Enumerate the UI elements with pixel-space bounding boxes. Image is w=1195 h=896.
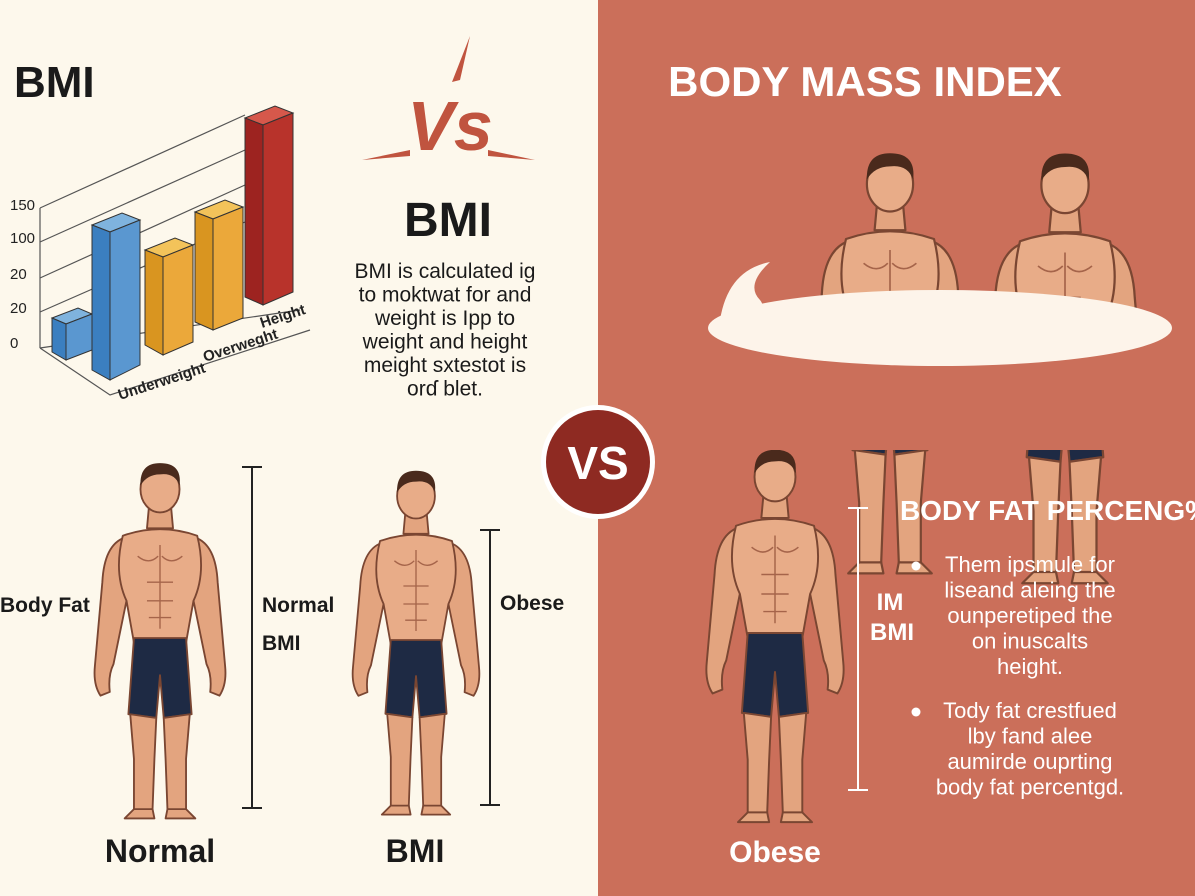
vs-top: Vs (407, 87, 493, 165)
section-title: BODY FAT PERCENG% (900, 495, 1195, 526)
left-panel (0, 0, 598, 896)
bracket-right (848, 507, 868, 791)
y-tick-label: 0 (10, 335, 18, 352)
bullet-line: liseand aleing the (944, 578, 1115, 603)
bullet-line: aumirde ouprting (947, 749, 1112, 774)
brackets (242, 466, 500, 809)
bullet-line: lby fand alee (968, 724, 1093, 749)
y-tick-label: 150 (10, 197, 35, 214)
bullet-dot (911, 561, 921, 571)
figure-label: BMI (870, 619, 914, 646)
bullet-line: on inuscalts (972, 629, 1088, 654)
y-tick-label: 20 (10, 300, 27, 317)
figure-label: Normal (262, 594, 334, 617)
paragraph-line: BMI is calculated ig (355, 260, 536, 283)
chart-bars (50, 105, 295, 381)
wave (720, 262, 770, 325)
bullet-line: height. (997, 654, 1063, 679)
figure-caption: Obese (729, 836, 821, 869)
figure-label: Obese (500, 592, 564, 615)
paragraph-line: weight is Ipp to (374, 307, 515, 330)
bullet-line: Them ipsmule for (945, 552, 1115, 577)
figure-caption: Normal (105, 833, 215, 869)
paragraph-line: to moktwat for and (359, 284, 532, 307)
figure-caption: BMI (386, 833, 445, 869)
bullet-line: body fat percentgd. (936, 775, 1124, 800)
right-title: BODY MASS INDEX (668, 58, 1062, 105)
figure-label: BMI (262, 632, 301, 655)
paragraph-line: meight sxtestot is (364, 354, 526, 377)
vs-rays (362, 36, 535, 160)
bullet-line: Tody fat crestfued (943, 698, 1117, 723)
y-tick-label: 20 (10, 266, 27, 283)
y-tick-label: 100 (10, 230, 35, 247)
vs-circle (546, 410, 650, 514)
left-title: BMI (14, 58, 95, 107)
paragraph-line: weight and height (362, 331, 528, 354)
bullet-line: ounperetiped the (947, 603, 1112, 628)
bullet-dot (911, 707, 921, 717)
chart-grid (39, 114, 311, 396)
paragraph-line: orɗ blet. (407, 378, 483, 401)
figure-label: Body Fat (0, 594, 90, 617)
vs-text: VS (567, 437, 628, 489)
center-heading: BMI (404, 194, 492, 247)
figure-label: IM (877, 589, 904, 616)
surfboard (708, 290, 1172, 366)
